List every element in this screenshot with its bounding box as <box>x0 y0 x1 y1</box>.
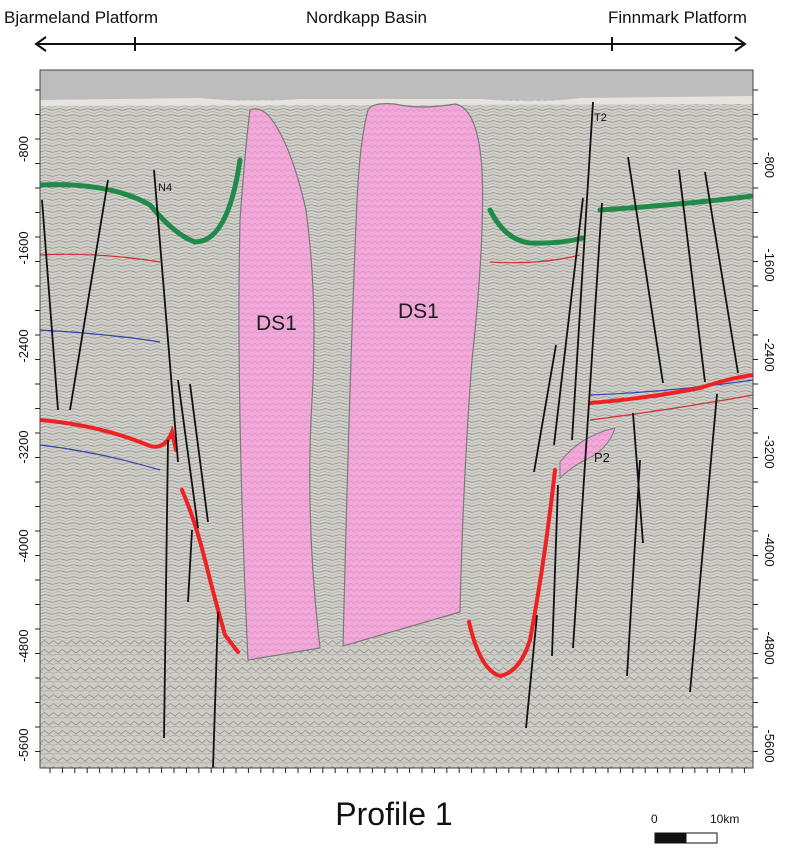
horizon-label-t2: T2 <box>594 112 607 124</box>
fault-13 <box>551 484 559 657</box>
scale-bar-start-label: 0 <box>651 812 658 826</box>
fault-19 <box>626 459 641 677</box>
fault-2 <box>69 179 109 411</box>
fault-10 <box>553 197 584 446</box>
fault-16 <box>678 169 706 383</box>
fault-11 <box>572 202 603 649</box>
right-depth-tick: -1600 <box>762 248 777 281</box>
seismic-section <box>40 70 753 768</box>
left-depth-tick: -4800 <box>16 629 31 662</box>
salt-body-label-right: DS1 <box>398 300 439 323</box>
seabed-reflector <box>40 96 753 106</box>
left-depth-tick: -3200 <box>16 430 31 463</box>
region-arrow-left-head <box>34 36 47 52</box>
red-horizon-left-platform <box>40 418 178 452</box>
red-horizon-right-platform <box>588 373 753 405</box>
right-depth-tick: -3200 <box>762 435 777 468</box>
fault-6 <box>163 439 169 739</box>
salt-diapir-right <box>342 103 484 647</box>
scale-bar-end-label: 10km <box>710 812 740 826</box>
red-horizon-right-flank <box>467 468 557 679</box>
fault-4 <box>177 379 199 529</box>
left-depth-tick: -4000 <box>16 529 31 562</box>
fault-18 <box>632 412 644 544</box>
reflector-bands <box>40 253 753 471</box>
salt-body-label-left: DS1 <box>256 312 297 335</box>
scale-bar-light-segment <box>685 832 718 844</box>
fault-15 <box>627 156 664 384</box>
section-frame <box>39 69 754 769</box>
fault-3 <box>153 169 179 463</box>
fault-8 <box>212 611 219 768</box>
fault-1 <box>41 199 59 411</box>
fault-17 <box>704 171 739 374</box>
salt-pillow-p2 <box>559 427 616 480</box>
green-horizon <box>40 157 753 246</box>
red-horizon-left-flank <box>180 488 240 654</box>
left-depth-tick: -1600 <box>16 231 31 264</box>
horizon-label-n4: N4 <box>158 182 172 194</box>
salt-diapir-left <box>238 108 321 661</box>
right-depth-tick: -5600 <box>762 729 777 762</box>
right-depth-tick: -2400 <box>762 338 777 371</box>
scale-bar <box>654 832 718 844</box>
bjarmeland-platform-label: Bjarmeland Platform <box>4 8 159 27</box>
profile-title: Profile 1 <box>335 796 453 832</box>
pillow-label: P2 <box>594 450 610 465</box>
finnmark-platform-label: Finnmark Platform <box>608 8 747 27</box>
depth-tick-marks <box>35 89 758 752</box>
nordkapp-basin-label: Nordkapp Basin <box>306 8 427 27</box>
water-column <box>40 70 753 100</box>
left-depth-axis: -800 -1600 -2400 -3200 -4000 -4800 -5600 <box>16 136 31 762</box>
fault-9 <box>571 101 594 441</box>
fault-12 <box>533 344 557 473</box>
right-depth-tick: -800 <box>762 152 777 178</box>
green-horizon-left <box>40 157 243 245</box>
deep-seismic-noise <box>40 640 753 768</box>
left-depth-tick: -800 <box>16 136 31 162</box>
region-arrow <box>34 36 747 52</box>
left-depth-tick: -2400 <box>16 329 31 362</box>
fault-14 <box>525 614 538 729</box>
right-depth-tick: -4000 <box>762 533 777 566</box>
green-horizon-platform-right <box>597 193 753 213</box>
right-depth-axis: -800 -1600 -2400 -3200 -4000 -4800 -5600 <box>762 152 777 763</box>
region-arrow-right-head <box>734 36 747 52</box>
left-depth-tick: -5600 <box>16 728 31 761</box>
distance-tick-marks <box>49 768 745 773</box>
faults <box>41 101 739 768</box>
fault-7 <box>187 529 193 603</box>
fault-20 <box>689 393 718 693</box>
scale-bar-dark-segment <box>654 832 687 844</box>
right-depth-tick: -4800 <box>762 631 777 664</box>
red-horizon <box>40 373 753 679</box>
green-horizon-basin-right <box>487 207 586 246</box>
fault-5 <box>189 383 209 523</box>
